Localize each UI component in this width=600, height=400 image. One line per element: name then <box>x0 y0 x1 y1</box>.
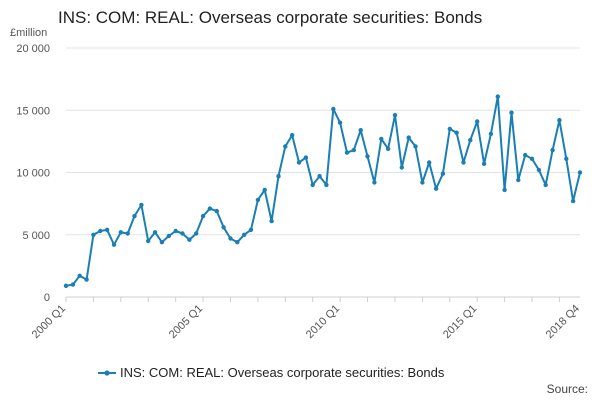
data-point[interactable] <box>536 167 542 173</box>
series-line <box>65 95 581 287</box>
data-point[interactable] <box>516 177 521 183</box>
y-tick-label: 10 000 <box>16 168 50 180</box>
data-point[interactable] <box>235 240 240 245</box>
data-point[interactable] <box>509 110 514 115</box>
data-point[interactable] <box>543 182 548 188</box>
data-point[interactable] <box>111 242 117 247</box>
data-point[interactable] <box>200 213 206 219</box>
data-point[interactable] <box>98 228 103 234</box>
x-tick-label: 2000 Q1 <box>30 303 68 341</box>
data-point[interactable] <box>529 156 535 161</box>
data-point[interactable] <box>392 113 398 118</box>
data-point[interactable] <box>440 171 446 176</box>
y-tick-label: 0 <box>44 292 50 304</box>
data-point[interactable] <box>77 273 82 278</box>
data-point[interactable] <box>427 160 432 165</box>
data-point[interactable] <box>194 231 199 236</box>
data-point[interactable] <box>290 133 295 138</box>
y-tick-label: 15 000 <box>16 105 50 117</box>
x-tick-label: 2005 Q1 <box>167 303 205 341</box>
data-point[interactable] <box>132 213 137 219</box>
data-point[interactable] <box>488 131 494 137</box>
series-plot <box>63 94 583 288</box>
data-point[interactable] <box>495 94 500 99</box>
data-point[interactable] <box>228 236 233 241</box>
legend-marker-icon <box>104 370 110 376</box>
data-point[interactable] <box>557 118 562 123</box>
data-point[interactable] <box>152 230 158 235</box>
data-point[interactable] <box>310 182 315 188</box>
data-point[interactable] <box>317 174 322 179</box>
data-point[interactable] <box>221 225 226 230</box>
data-point[interactable] <box>269 218 274 224</box>
data-point[interactable] <box>365 154 370 159</box>
data-point[interactable] <box>337 120 343 125</box>
source-label: Source: <box>547 382 588 396</box>
x-tick-label: 2018 Q4 <box>544 303 582 341</box>
data-point[interactable] <box>118 230 124 235</box>
grid-lines <box>66 47 580 236</box>
data-point[interactable] <box>372 180 377 185</box>
data-point[interactable] <box>166 233 171 239</box>
data-point[interactable] <box>550 147 555 153</box>
data-point[interactable] <box>454 130 459 135</box>
data-point[interactable] <box>276 174 281 179</box>
data-point[interactable] <box>159 240 165 245</box>
data-point[interactable] <box>481 161 487 166</box>
data-point[interactable] <box>180 231 185 236</box>
x-axis: 2000 Q1 2005 Q1 2010 Q1 2015 Q1 2018 Q4 <box>30 296 582 341</box>
y-tick-label: 5 000 <box>22 230 50 242</box>
data-point[interactable] <box>577 170 583 175</box>
x-tick-label: 2015 Q1 <box>441 303 479 341</box>
data-point[interactable] <box>344 150 350 155</box>
data-point[interactable] <box>104 227 110 232</box>
data-point[interactable] <box>139 202 144 208</box>
data-point[interactable] <box>385 146 391 151</box>
y-axis-unit-label: £million <box>10 27 47 39</box>
data-point[interactable] <box>262 187 267 193</box>
data-point[interactable] <box>63 283 69 288</box>
data-point[interactable] <box>523 152 528 158</box>
legend-label: INS: COM: REAL: Overseas corporate secur… <box>120 365 445 380</box>
data-point[interactable] <box>255 197 261 203</box>
data-point[interactable] <box>187 237 192 242</box>
y-tick-label: 20 000 <box>16 43 50 55</box>
data-point[interactable] <box>447 126 452 132</box>
y-axis-ticks: 0 5 000 10 000 15 000 20 000 <box>16 43 50 304</box>
legend[interactable]: INS: COM: REAL: Overseas corporate secur… <box>98 365 445 380</box>
data-point[interactable] <box>468 137 473 143</box>
data-point[interactable] <box>324 182 329 188</box>
x-tick-label: 2010 Q1 <box>304 303 342 341</box>
data-point[interactable] <box>406 135 411 140</box>
data-point[interactable] <box>207 206 213 211</box>
chart-title: INS: COM: REAL: Overseas corporate secur… <box>58 8 482 27</box>
data-point[interactable] <box>502 187 507 193</box>
data-point[interactable] <box>146 238 151 244</box>
data-point[interactable] <box>399 165 404 170</box>
data-point[interactable] <box>433 186 439 191</box>
data-point[interactable] <box>358 128 363 133</box>
data-point[interactable] <box>303 155 309 160</box>
data-point[interactable] <box>173 228 178 234</box>
data-point[interactable] <box>283 144 288 149</box>
data-point[interactable] <box>214 208 219 214</box>
data-point[interactable] <box>331 106 336 112</box>
data-point[interactable] <box>379 136 384 142</box>
data-point[interactable] <box>475 119 480 124</box>
data-point[interactable] <box>461 160 466 165</box>
data-point[interactable] <box>84 277 89 282</box>
data-point[interactable] <box>248 227 254 232</box>
data-point[interactable] <box>125 231 130 236</box>
data-point[interactable] <box>242 232 247 237</box>
data-point[interactable] <box>570 198 576 204</box>
data-point[interactable] <box>296 160 302 165</box>
data-point[interactable] <box>413 144 418 149</box>
data-point[interactable] <box>420 180 425 185</box>
data-point[interactable] <box>351 147 356 153</box>
data-point[interactable] <box>70 282 76 287</box>
data-point[interactable] <box>91 232 96 237</box>
data-point[interactable] <box>564 156 569 161</box>
